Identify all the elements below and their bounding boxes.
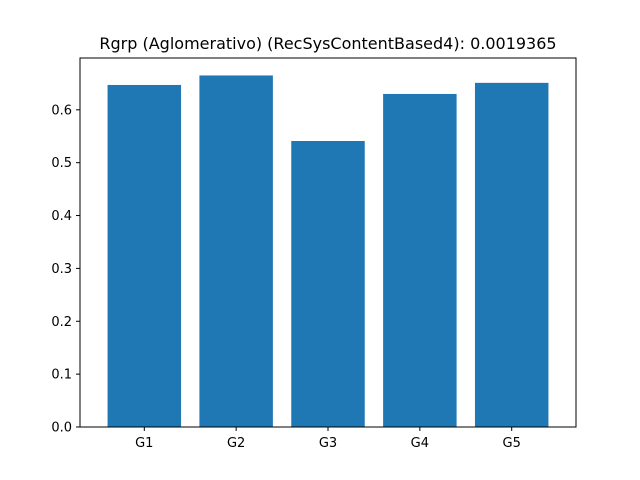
x-tick-label-g1: G1 bbox=[135, 436, 153, 451]
x-tick-label-g3: G3 bbox=[319, 436, 337, 451]
y-tick-label: 0.3 bbox=[51, 262, 72, 277]
bar-g3 bbox=[291, 141, 365, 427]
y-tick-label: 0.0 bbox=[51, 421, 72, 436]
bar-g2 bbox=[199, 75, 273, 427]
bars bbox=[107, 75, 549, 428]
y-axis: 0.0 0.1 0.2 0.3 0.4 0.5 0.6 bbox=[51, 103, 80, 436]
bar-g1 bbox=[107, 84, 182, 428]
x-axis: G1 G2 G3 G4 G5 bbox=[135, 427, 521, 451]
x-tick-label-g2: G2 bbox=[227, 436, 245, 451]
chart-title: Rgrp (Aglomerativo) (RecSysContentBased4… bbox=[99, 34, 556, 53]
bar-g4 bbox=[383, 93, 457, 427]
bar-g5 bbox=[474, 82, 549, 427]
y-tick-label: 0.1 bbox=[51, 368, 72, 383]
y-tick-label: 0.2 bbox=[51, 315, 72, 330]
y-tick-label: 0.4 bbox=[51, 209, 72, 224]
x-tick-label-g4: G4 bbox=[411, 436, 429, 451]
x-tick-label-g5: G5 bbox=[503, 436, 521, 451]
y-tick-label: 0.6 bbox=[51, 103, 72, 118]
y-tick-label: 0.5 bbox=[51, 156, 72, 171]
